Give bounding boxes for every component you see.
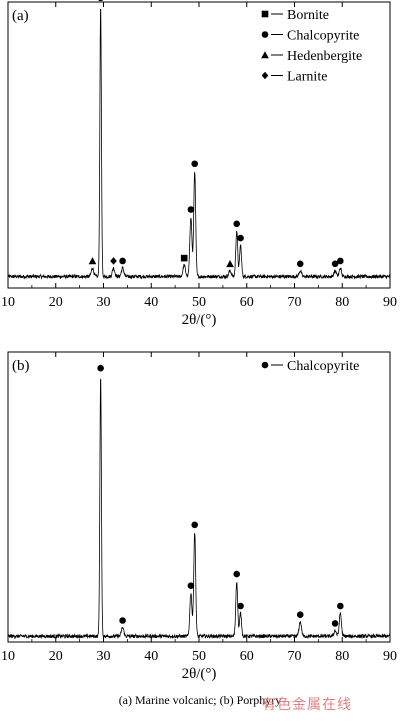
x-axis-label: 2θ/(°) [182,312,217,328]
peak-marker-circle [237,234,244,242]
peak-marker-circle [187,206,195,213]
legend-label: Chalcopyrite [287,359,359,374]
legend-marker-square [261,10,269,18]
peak-marker-triangle [88,257,97,265]
legend-marker-diamond [261,71,269,80]
peak-marker-circle [233,220,241,228]
x-tick-label: 30 [97,649,111,664]
peak-marker-circle [237,602,244,610]
panel-label: (a) [12,8,29,24]
x-tick-label: 10 [1,295,15,310]
peak-marker-circle [337,257,344,265]
x-tick-label: 60 [240,295,254,310]
peak-marker-circle [331,620,339,627]
peak-marker-circle [331,260,339,268]
peak-marker-circle [98,0,104,2]
x-tick-label: 70 [288,295,302,310]
watermark: 有色金属在线 [262,697,352,713]
peak-marker-triangle [226,260,234,268]
panel-label: (b) [12,358,30,374]
peak-marker-diamond [110,257,117,265]
x-tick-label: 20 [49,295,63,310]
x-tick-label: 40 [144,649,158,664]
x-tick-label: 40 [144,295,158,310]
legend-label: Larnite [287,70,327,85]
panel-b: 10 20 30 40 50 60 70 80 90 2θ/(°) (b) Chalcopyrite [1,351,397,682]
peak-marker-circle [233,570,241,578]
x-tick-label: 30 [97,295,111,310]
legend-label: Bornite [287,8,329,23]
x-tick-label: 60 [240,649,254,664]
x-tick-label: 80 [335,649,349,664]
figure-caption: (a) Marine volcanic; (b) Porphyry [118,693,282,707]
x-tick-label: 10 [1,649,15,664]
peak-marker-circle [119,617,126,624]
x-axis-label: 2θ/(°) [182,666,217,682]
legend-marker-circle [261,31,269,38]
xrd-pattern-line [7,378,391,640]
peak-marker-circle [119,257,126,265]
peak-marker-square [180,254,188,262]
peak-marker-circle [296,260,304,268]
xrd-pattern-line [7,8,391,280]
peak-marker-circle [191,160,199,168]
legend-marker-circle [261,361,269,369]
panel-a: 10 20 30 40 50 60 70 80 90 2θ/(°) (a) Bornite Chalco… [1,0,397,328]
x-tick-label: 90 [383,295,397,310]
peak-marker-circle [97,364,104,372]
x-tick-label: 50 [192,295,206,310]
peak-marker-circle [296,611,304,618]
legend-label: Hedenbergite [287,49,362,64]
plot-frame [7,1,391,289]
legend-marker-triangle [261,51,269,59]
legend-label: Chalcopyrite [287,29,359,44]
plot-frame [7,351,391,643]
x-tick-label: 80 [335,295,349,310]
peak-marker-circle [191,521,199,529]
x-tick-label: 70 [288,649,302,664]
x-tick-label: 90 [383,649,397,664]
x-tick-label: 50 [192,649,206,664]
x-tick-label: 20 [49,649,63,664]
peak-marker-circle [337,602,344,610]
peak-marker-circle [187,582,195,589]
